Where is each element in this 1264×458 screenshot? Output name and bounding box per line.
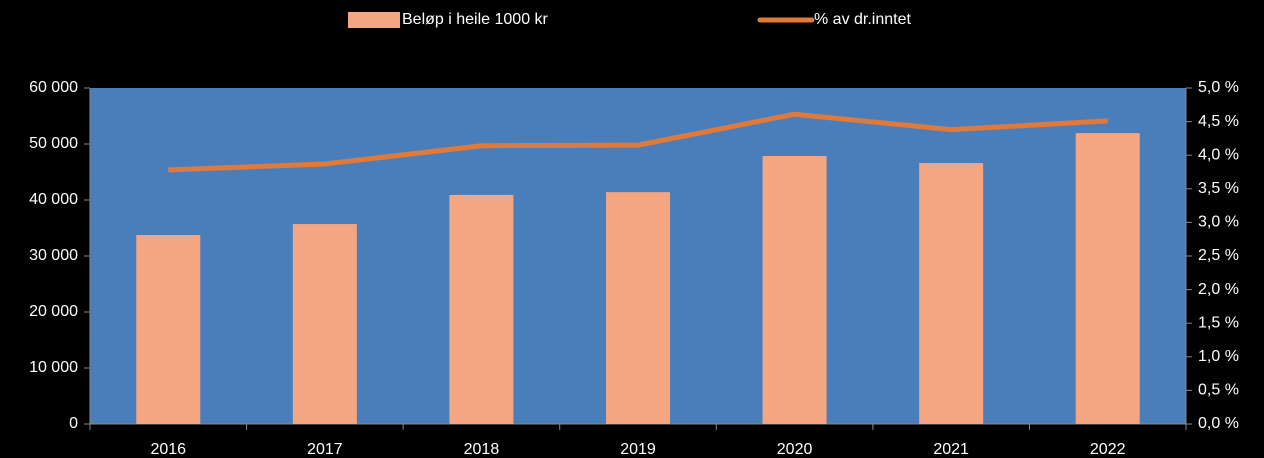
legend-swatch xyxy=(348,12,400,28)
bar xyxy=(292,224,357,424)
y2-tick-label: 1,5 % xyxy=(1198,314,1239,331)
x-tick-label: 2019 xyxy=(620,441,656,458)
y2-tick-label: 3,0 % xyxy=(1198,214,1239,231)
y-tick-label: 30 000 xyxy=(29,247,78,264)
y-tick-label: 20 000 xyxy=(29,303,78,320)
legend-label: Beløp i heile 1000 kr xyxy=(402,11,549,28)
x-tick-label: 2021 xyxy=(933,441,969,458)
bar xyxy=(449,194,514,424)
x-tick-label: 2022 xyxy=(1090,441,1126,458)
y2-tick-label: 2,0 % xyxy=(1198,281,1239,298)
y2-tick-label: 5,0 % xyxy=(1198,79,1239,96)
y2-tick-label: 2,5 % xyxy=(1198,247,1239,264)
bar xyxy=(919,163,984,425)
x-tick-label: 2016 xyxy=(150,441,186,458)
bar xyxy=(136,235,201,424)
x-tick-label: 2018 xyxy=(464,441,500,458)
legend-label: % av dr.inntet xyxy=(814,11,912,28)
line xyxy=(168,111,1108,173)
y2-tick-label: 0,5 % xyxy=(1198,382,1239,399)
y-tick-label: 0 xyxy=(69,415,78,432)
y2-tick-label: 1,0 % xyxy=(1198,348,1239,365)
y2-tick-label: 4,0 % xyxy=(1198,146,1239,163)
y-tick-label: 50 000 xyxy=(29,135,78,152)
bar xyxy=(1075,133,1140,424)
x-tick-label: 2017 xyxy=(307,441,343,458)
y-tick-label: 60 000 xyxy=(29,79,78,96)
bar xyxy=(606,192,670,424)
y2-tick-label: 0,0 % xyxy=(1198,415,1239,432)
y2-tick-label: 4,5 % xyxy=(1198,113,1239,130)
x-tick-label: 2020 xyxy=(777,441,813,458)
y2-tick-label: 3,5 % xyxy=(1198,180,1239,197)
y-tick-label: 40 000 xyxy=(29,191,78,208)
y-tick-label: 10 000 xyxy=(29,359,78,376)
bar xyxy=(762,156,827,425)
